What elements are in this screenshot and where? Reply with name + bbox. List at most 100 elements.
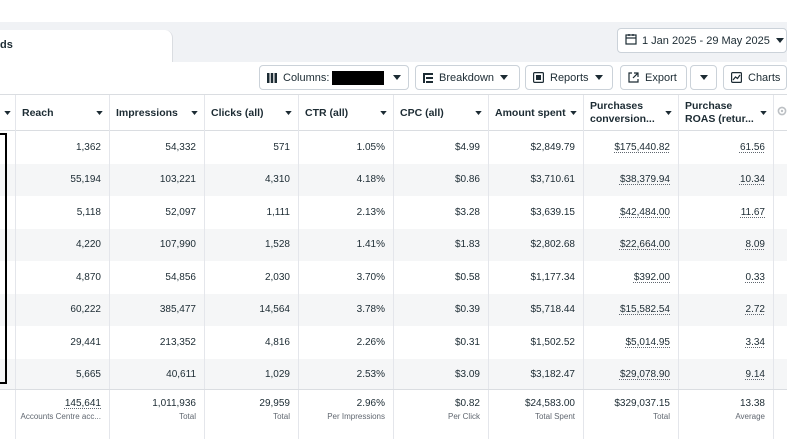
cell-impressions: 213,352	[110, 326, 205, 359]
totals-clicks: 29,959 Total	[205, 390, 299, 439]
cell-value: 2.13%	[356, 206, 385, 218]
cell-value: 4,816	[264, 336, 290, 348]
column-header-purchase-roas[interactable]: Purchase ROAS (retur...	[679, 95, 774, 131]
cell-cpc: $0.31	[394, 326, 489, 359]
column-header-label: CPC (all)	[400, 106, 444, 119]
cell-value: 107,990	[159, 239, 196, 251]
cell-value: 2.72	[745, 304, 765, 316]
export-dropdown-button[interactable]	[690, 65, 717, 90]
row-name-cell[interactable]	[0, 293, 16, 326]
cell-ctr: 4.18%	[299, 163, 394, 196]
totals-amount-spent: $24,583.00 Total Spent	[489, 390, 584, 439]
cell-value: 54,856	[165, 271, 196, 283]
cell-cpc: $0.86	[394, 163, 489, 196]
row-name-cell[interactable]	[0, 228, 16, 261]
table-row[interactable]: 55,194 103,221 4,310 4.18% $0.86 $3,710.61 $38…	[0, 163, 787, 196]
column-header-label: Purchase ROAS (retur...	[685, 100, 754, 125]
name-column-header[interactable]	[0, 95, 16, 131]
chevron-down-icon	[775, 38, 784, 43]
totals-label: Total	[273, 412, 290, 421]
cell-purchases-conversion: $175,440.82	[584, 131, 679, 164]
breakdown-button[interactable]: Breakdown	[415, 65, 520, 90]
table-row[interactable]: 1,362 54,332 571 1.05% $4.99 $2,849.79 $175,44…	[0, 131, 787, 164]
totals-purchases-conversion: $329,037.15 Total	[584, 390, 679, 439]
cell-value: $1,502.52	[530, 336, 576, 348]
cell-impressions: 107,990	[110, 228, 205, 261]
cell-value: 60,222	[70, 304, 101, 316]
cell-ctr: 3.78%	[299, 293, 394, 326]
export-button[interactable]: Export	[620, 65, 687, 90]
totals-label: Total Spent	[534, 412, 575, 421]
cell-value: 0.33	[745, 271, 765, 283]
selection-highlight	[0, 133, 7, 384]
cell-value: 3.70%	[356, 271, 385, 283]
cell-purchase-roas: 11.67	[679, 196, 774, 229]
cell-reach: 55,194	[16, 163, 110, 196]
cell-value: $0.39	[454, 304, 480, 316]
row-name-cell[interactable]	[0, 196, 16, 229]
redacted-preset	[332, 70, 384, 85]
data-table: Reach Impressions Clicks (all) CTR (all)…	[0, 94, 787, 439]
row-name-cell[interactable]	[0, 358, 16, 391]
table-row[interactable]: 60,222 385,477 14,564 3.78% $0.39 $5,718.44 $1…	[0, 293, 787, 326]
cell-impressions: 52,097	[110, 196, 205, 229]
column-header-clicks[interactable]: Clicks (all)	[205, 95, 299, 131]
cell-ctr: 2.13%	[299, 196, 394, 229]
cell-value: 11.67	[740, 206, 765, 218]
cell-value: 54,332	[165, 141, 196, 153]
cell-value: $4.99	[454, 141, 480, 153]
columns-button[interactable]: Columns:	[259, 65, 409, 90]
column-header-reach[interactable]: Reach	[16, 95, 110, 131]
row-name-cell[interactable]	[0, 163, 16, 196]
table-row[interactable]: 5,118 52,097 1,111 2.13% $3.28 $3,639.15 $42,4…	[0, 196, 787, 229]
settings-icon[interactable]	[777, 106, 787, 119]
cell-value: 213,352	[159, 336, 196, 348]
totals-reach: 145,641 Accounts Centre acc...	[16, 390, 110, 439]
charts-button[interactable]: Charts	[723, 65, 787, 90]
cell-impressions: 54,856	[110, 261, 205, 294]
cell-value: 55,194	[70, 174, 101, 186]
caret-down-icon	[393, 75, 401, 80]
cell-amount-spent: $5,718.44	[489, 293, 584, 326]
cell-clicks: 2,030	[205, 261, 299, 294]
columns-label: Columns:	[283, 71, 330, 84]
row-name-cell[interactable]	[0, 261, 16, 294]
table-row[interactable]: 4,220 107,990 1,528 1.41% $1.83 $2,802.68 $22,…	[0, 228, 787, 261]
cell-reach: 29,441	[16, 326, 110, 359]
cell-cpc: $1.83	[394, 228, 489, 261]
column-header-amount-spent[interactable]: Amount spent	[489, 95, 584, 131]
column-header-purchases-conversion[interactable]: Purchases conversion...	[584, 95, 679, 131]
totals-value: 145,641	[64, 398, 101, 409]
cell-value: $42,484.00	[619, 206, 670, 218]
cell-purchase-roas: 3.34	[679, 326, 774, 359]
calendar-icon	[625, 33, 637, 48]
cell-purchase-roas: 10.34	[679, 163, 774, 196]
date-range-picker[interactable]: 1 Jan 2025 - 29 May 2025	[617, 28, 787, 53]
cell-amount-spent: $1,502.52	[489, 326, 584, 359]
column-header-label: Amount spent	[495, 106, 566, 119]
cell-value: $3,639.15	[530, 206, 576, 218]
cell-clicks: 1,528	[205, 228, 299, 261]
cell-value: 1.05%	[356, 141, 385, 153]
caret-down-icon	[474, 111, 482, 115]
totals-value: 13.38	[739, 398, 765, 409]
cell-value: 4,870	[75, 271, 101, 283]
column-header-ctr[interactable]: CTR (all)	[299, 95, 394, 131]
row-name-cell[interactable]	[0, 131, 16, 164]
cell-value: $22,664.00	[619, 239, 670, 251]
table-row[interactable]: 5,665 40,611 1,029 2.53% $3.09 $3,182.47 $29,0…	[0, 358, 787, 391]
cell-value: 1.41%	[356, 239, 385, 251]
cell-value: 9.14	[745, 369, 765, 381]
column-header-label: Impressions	[116, 106, 178, 119]
table-row[interactable]: 4,870 54,856 2,030 3.70% $0.58 $1,177.34 $392.…	[0, 261, 787, 294]
row-name-cell[interactable]	[0, 326, 16, 359]
reports-button[interactable]: Reports	[525, 65, 613, 90]
column-header-impressions[interactable]: Impressions	[110, 95, 205, 131]
tab-ads[interactable]: ds	[0, 30, 173, 62]
cell-value: 40,611	[166, 369, 196, 381]
cell-value: $5,014.95	[625, 336, 671, 348]
tab-label: ds	[0, 39, 13, 51]
column-header-cpc[interactable]: CPC (all)	[394, 95, 489, 131]
table-row[interactable]: 29,441 213,352 4,816 2.26% $0.31 $1,502.52 $5,…	[0, 326, 787, 359]
cell-value: 103,221	[159, 174, 196, 186]
